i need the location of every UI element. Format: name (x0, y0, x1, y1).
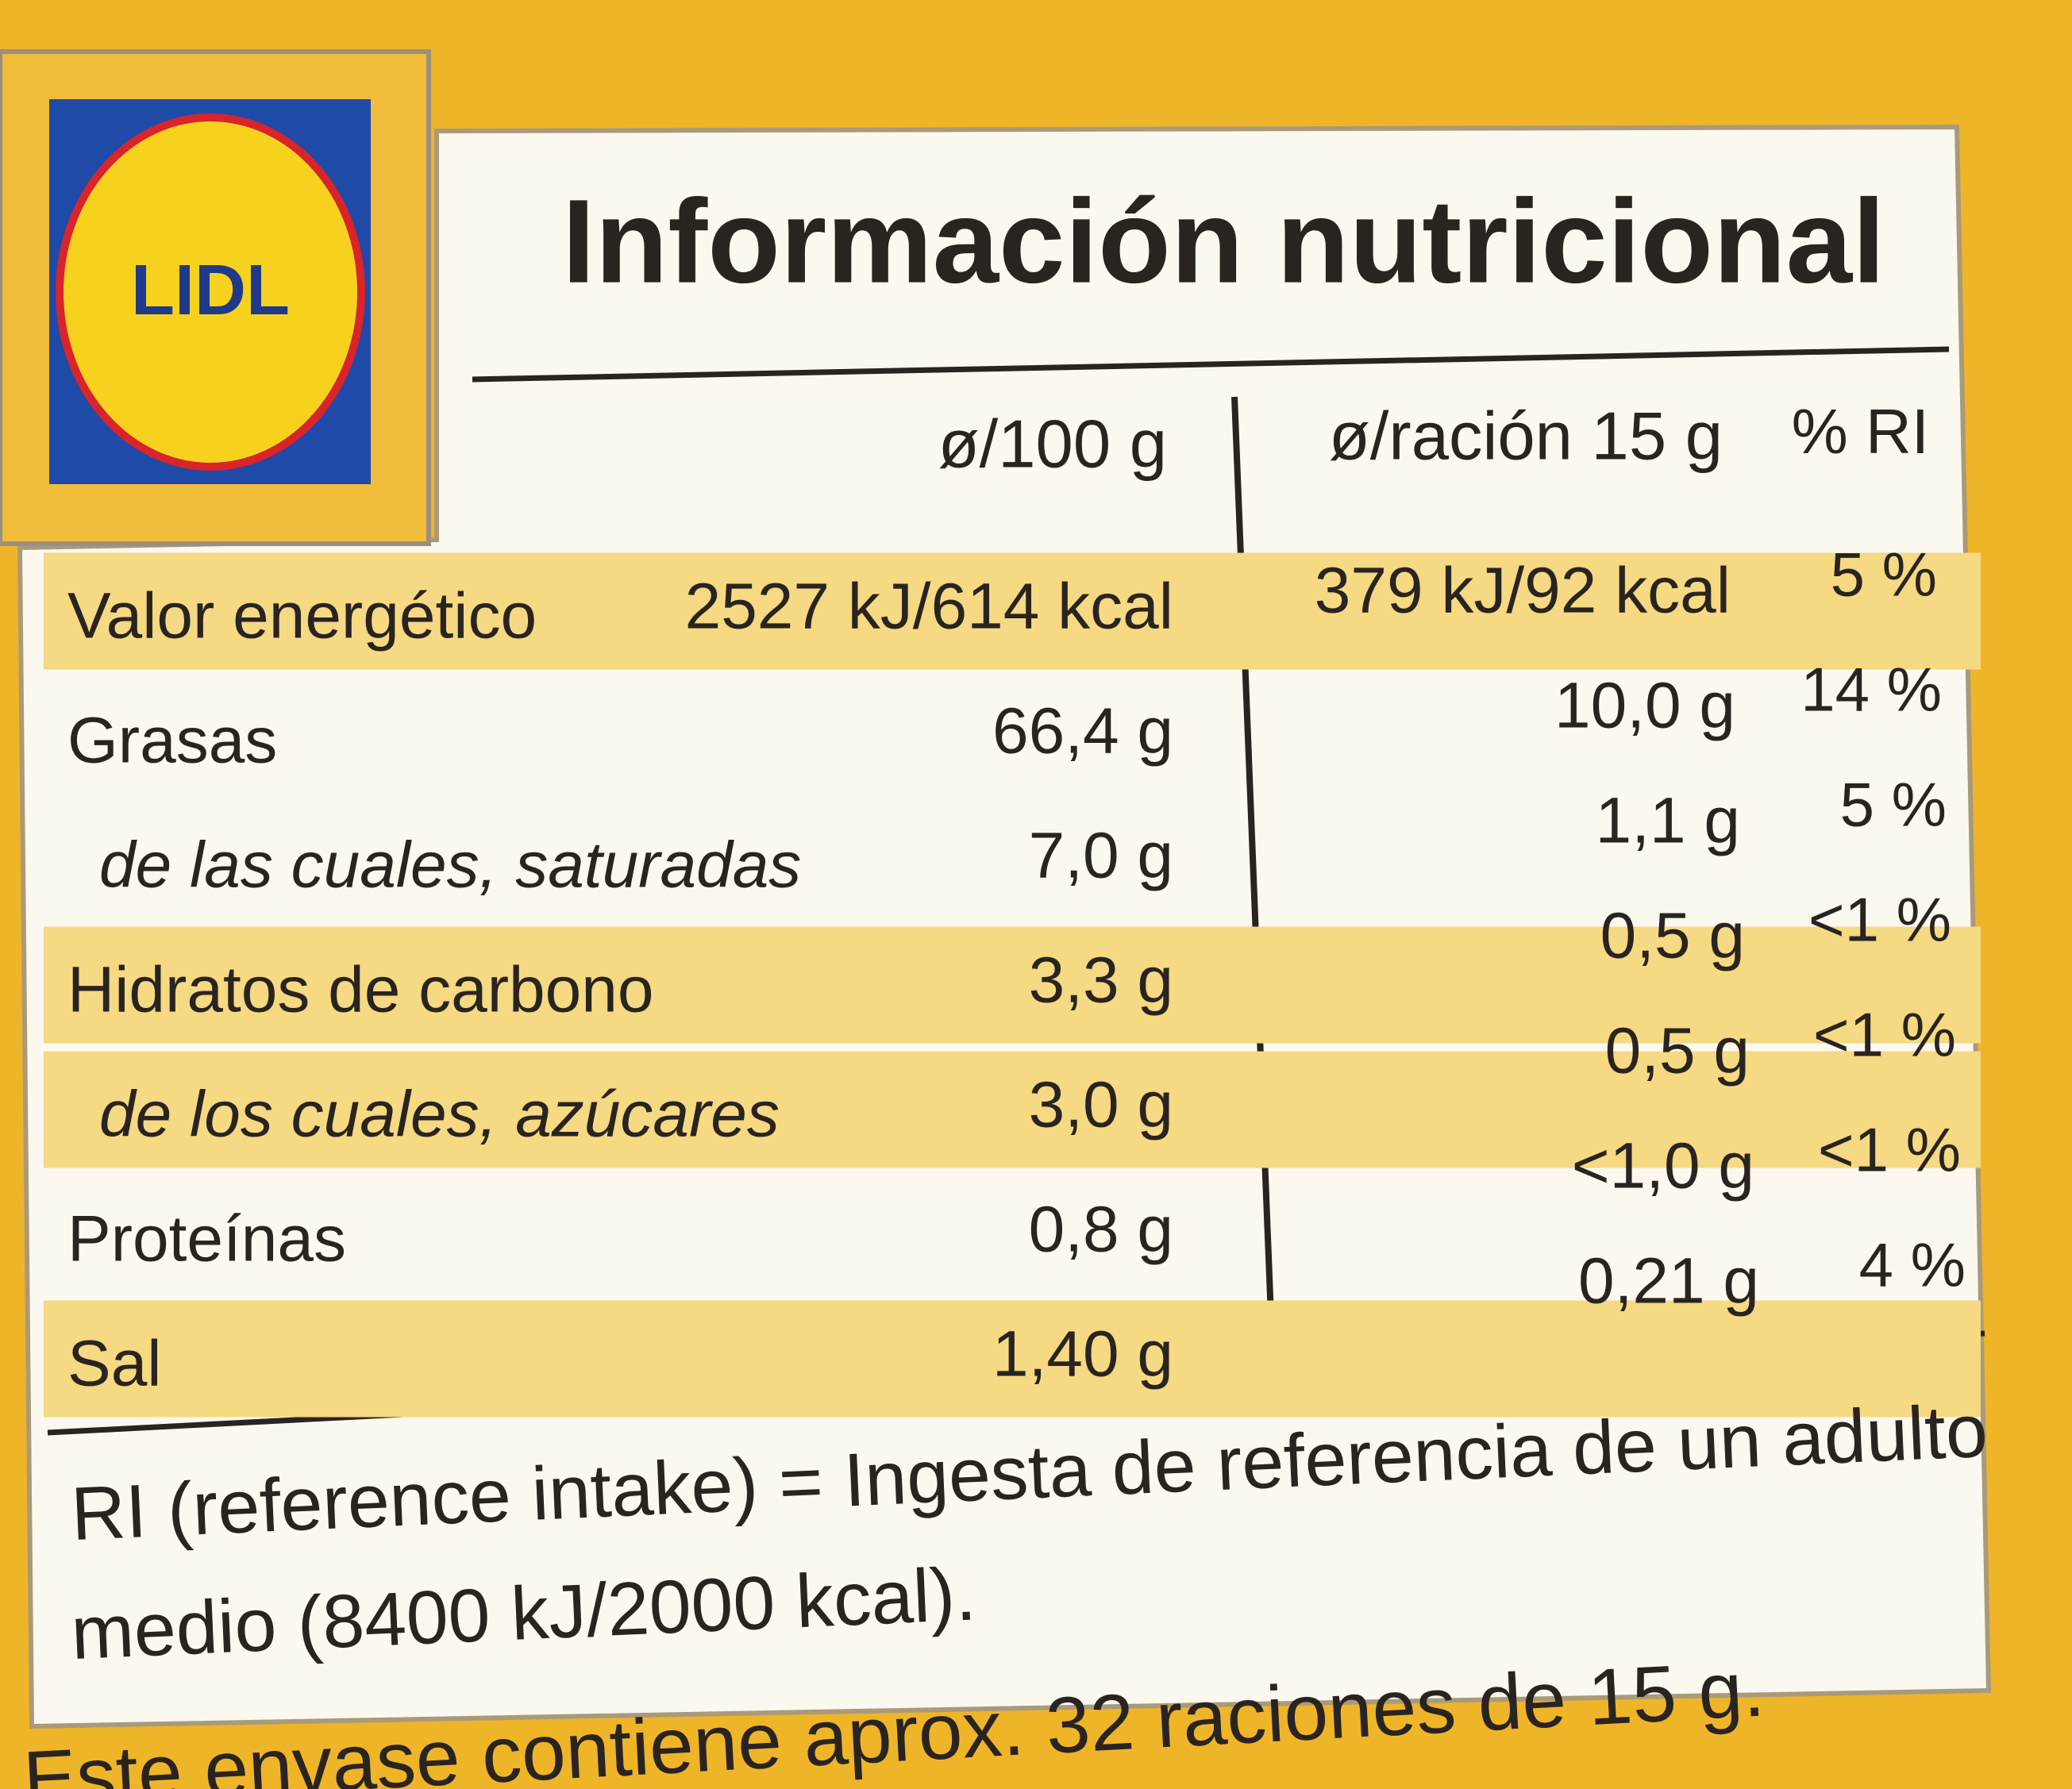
per-100-value: 3,3 g (1029, 945, 1173, 1017)
column-header: ø/ración 15 g (1329, 398, 1723, 474)
row-label: Proteínas (67, 1203, 346, 1275)
per-serving-value: 0,5 g (1600, 900, 1745, 972)
ri-value: <1 % (1818, 1115, 1961, 1185)
row-label: Sal (67, 1328, 162, 1400)
row-highlight (44, 552, 1981, 670)
per-100-value: 3,0 g (1029, 1069, 1173, 1141)
per-100-value: 1,40 g (992, 1318, 1173, 1391)
row-highlight (44, 1051, 1981, 1168)
row-highlight (44, 1300, 1981, 1418)
per-serving-value: 0,21 g (1578, 1245, 1759, 1318)
per-serving-value: 379 kJ/92 kcal (1315, 555, 1731, 627)
per-serving-value: 10,0 g (1554, 670, 1735, 742)
ri-value: <1 % (1813, 1000, 1956, 1070)
row-label: Valor energético (67, 580, 537, 652)
title-rule (472, 346, 1950, 383)
per-serving-value: 0,5 g (1605, 1015, 1750, 1087)
per-100-value: 0,8 g (1029, 1194, 1173, 1266)
row-highlight (44, 926, 1981, 1044)
per-serving-value: <1,0 g (1572, 1130, 1754, 1202)
column-header: ø/100 g (938, 406, 1167, 482)
logo-text: LIDL (131, 251, 290, 330)
rows: Valor energético 2527 kJ/614 kcal 379 kJ/9… (67, 540, 1966, 1400)
ri-value: 5 % (1840, 770, 1947, 840)
ri-value: 4 % (1859, 1230, 1966, 1300)
row-label: de los cuales, azúcares (99, 1079, 780, 1151)
per-100-value: 66,4 g (992, 695, 1173, 768)
ri-value: 5 % (1831, 540, 1937, 610)
row-label: Hidratos de carbono (67, 954, 653, 1026)
row-label: de las cuales, saturadas (99, 829, 801, 902)
per-serving-value: 1,1 g (1596, 785, 1740, 857)
per-100-value: 7,0 g (1029, 820, 1173, 892)
row-label: Grasas (67, 705, 277, 777)
per-100-value: 2527 kJ/614 kcal (685, 571, 1173, 643)
ri-value: <1 % (1808, 885, 1951, 955)
title: Información nutricional (562, 175, 1885, 308)
stripes (44, 552, 1981, 1418)
logo-circle (56, 113, 365, 471)
column-header: % RI (1792, 396, 1929, 467)
ri-value: 14 % (1800, 655, 1942, 725)
